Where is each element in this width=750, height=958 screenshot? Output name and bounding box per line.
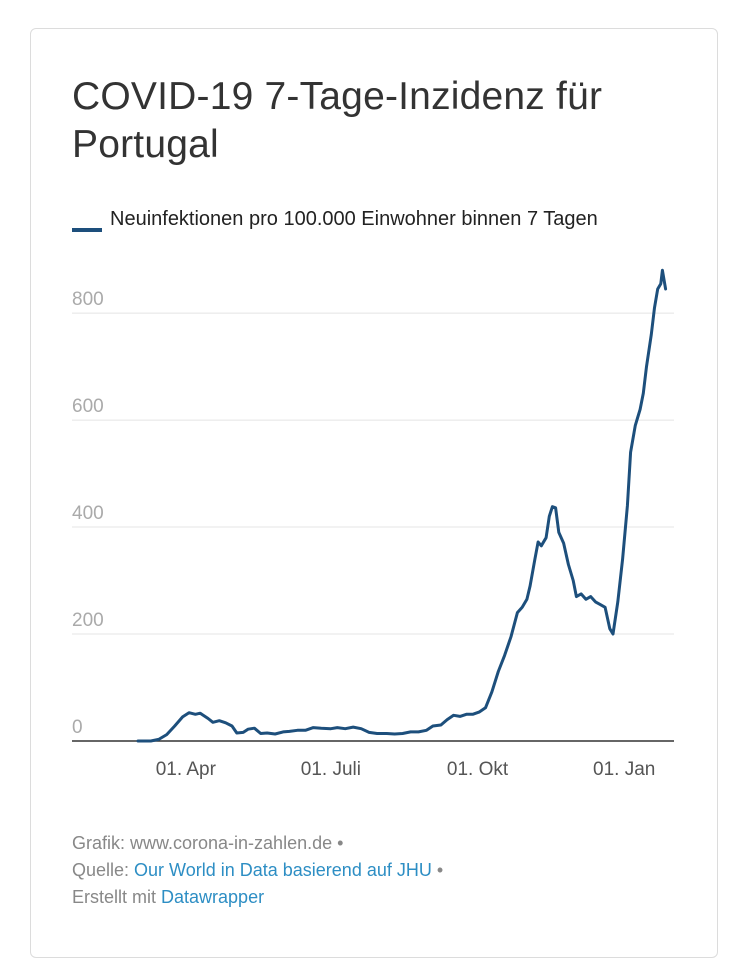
footer-created-label: Erstellt mit	[72, 887, 162, 907]
x-tick-label: 01. Jan	[593, 759, 655, 780]
chart-card	[30, 28, 718, 958]
y-tick-label: 400	[72, 503, 104, 524]
legend-label: Neuinfektionen pro 100.000 Einwohner bin…	[110, 208, 598, 230]
series-line	[136, 268, 668, 743]
footer-credit: Grafik: www.corona-in-zahlen.de	[72, 833, 333, 853]
chart-plot: 0 200 400 600 800 01. Apr 01. Juli 01. Okt 01. …	[72, 268, 674, 780]
source-link[interactable]: Our World in Data basierend auf JHU	[134, 860, 432, 880]
footer-separator: •	[436, 860, 444, 880]
x-tick-label: 01. Apr	[156, 759, 217, 780]
footer-source-label: Quelle:	[72, 860, 135, 880]
chart-footer: Grafik: www.corona-in-zahlen.de • Quelle…	[72, 830, 692, 911]
datawrapper-link[interactable]: Datawrapper	[161, 887, 265, 907]
footer-separator: •	[337, 833, 344, 853]
chart-title: COVID-19 7-Tage-Inzidenz für Portugal	[72, 75, 603, 166]
y-tick-label: 200	[72, 610, 104, 631]
y-tick-label: 600	[72, 396, 104, 417]
x-tick-label: 01. Okt	[447, 759, 509, 780]
y-tick-label: 800	[72, 289, 104, 310]
legend-swatch	[72, 228, 102, 232]
y-tick-label: 0	[72, 717, 83, 738]
x-tick-label: 01. Juli	[301, 759, 361, 780]
